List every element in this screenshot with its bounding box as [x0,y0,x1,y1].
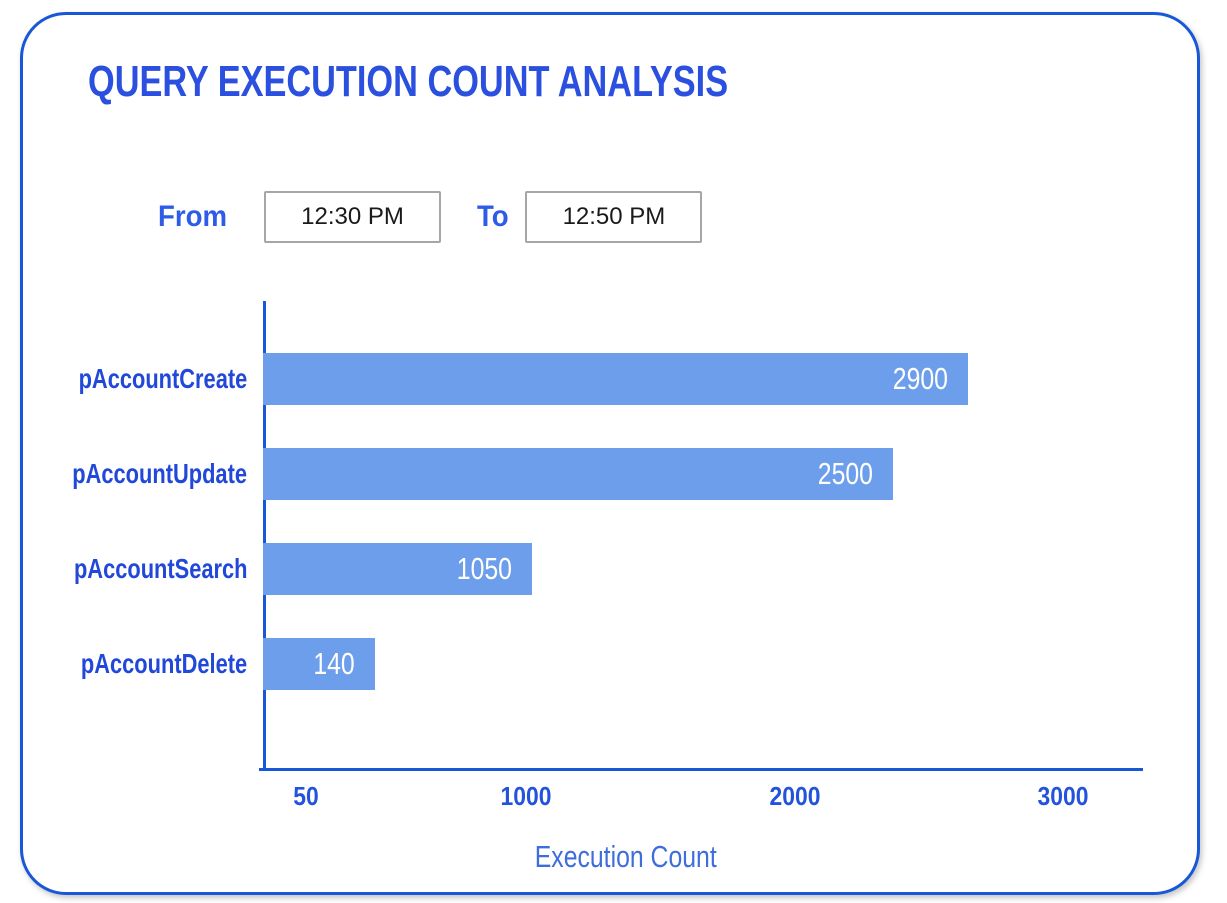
category-label: pAccountCreate [78,363,247,394]
bar-pAccountUpdate: 2500 [263,448,894,500]
page-title: QUERY EXECUTION COUNT ANALYSIS [88,57,729,106]
bar-pAccountCreate: 2900 [263,353,968,405]
bar-track: 2500 [263,448,1143,500]
x-axis-label: Execution Count [534,839,717,874]
category-label-cell: pAccountSearch [33,553,263,585]
bar-row: pAccountSearch 1050 [33,543,1143,595]
x-tick-label: 3000 [1037,781,1089,811]
bar-track: 140 [263,638,1143,690]
bar-value-label: 140 [313,646,355,681]
from-label: From [158,200,227,233]
category-label: pAccountUpdate [72,458,247,489]
x-tick-label: 1000 [500,781,552,811]
bar-pAccountDelete: 140 [263,638,375,690]
x-axis-label-wrap: Execution Count [186,839,1066,875]
bar-pAccountSearch: 1050 [263,543,533,595]
bar-row: pAccountUpdate 2500 [33,448,1143,500]
x-axis-line [259,768,1143,771]
bar-value-label: 2500 [817,456,874,491]
x-tick-label: 50 [293,781,319,811]
category-label: pAccountDelete [80,648,247,679]
bar-track: 1050 [263,543,1143,595]
x-axis-ticks: 50 1000 2000 3000 [263,775,1143,811]
category-label-cell: pAccountCreate [33,363,263,395]
y-axis-line [263,301,266,768]
bar-value-label: 1050 [457,551,513,586]
from-time-input[interactable] [264,191,441,243]
x-tick-label: 2000 [769,781,821,811]
to-time-input[interactable] [525,191,703,243]
execution-count-bar-chart: pAccountCreate 2900 pAccountUpdate 2500 pAcc… [23,15,1197,892]
bar-row: pAccountDelete 140 [33,638,1143,690]
category-label-cell: pAccountDelete [33,648,263,680]
time-filter-row: From To [158,191,703,243]
bar-track: 2900 [263,353,1143,405]
bar-row: pAccountCreate 2900 [33,353,1143,405]
bar-value-label: 2900 [892,361,948,396]
category-label: pAccountSearch [73,553,247,584]
query-analysis-card: QUERY EXECUTION COUNT ANALYSIS From To p… [20,12,1200,895]
bar-rows: pAccountCreate 2900 pAccountUpdate 2500 pAcc… [33,353,1143,690]
category-label-cell: pAccountUpdate [33,458,263,490]
to-label: To [477,200,509,233]
